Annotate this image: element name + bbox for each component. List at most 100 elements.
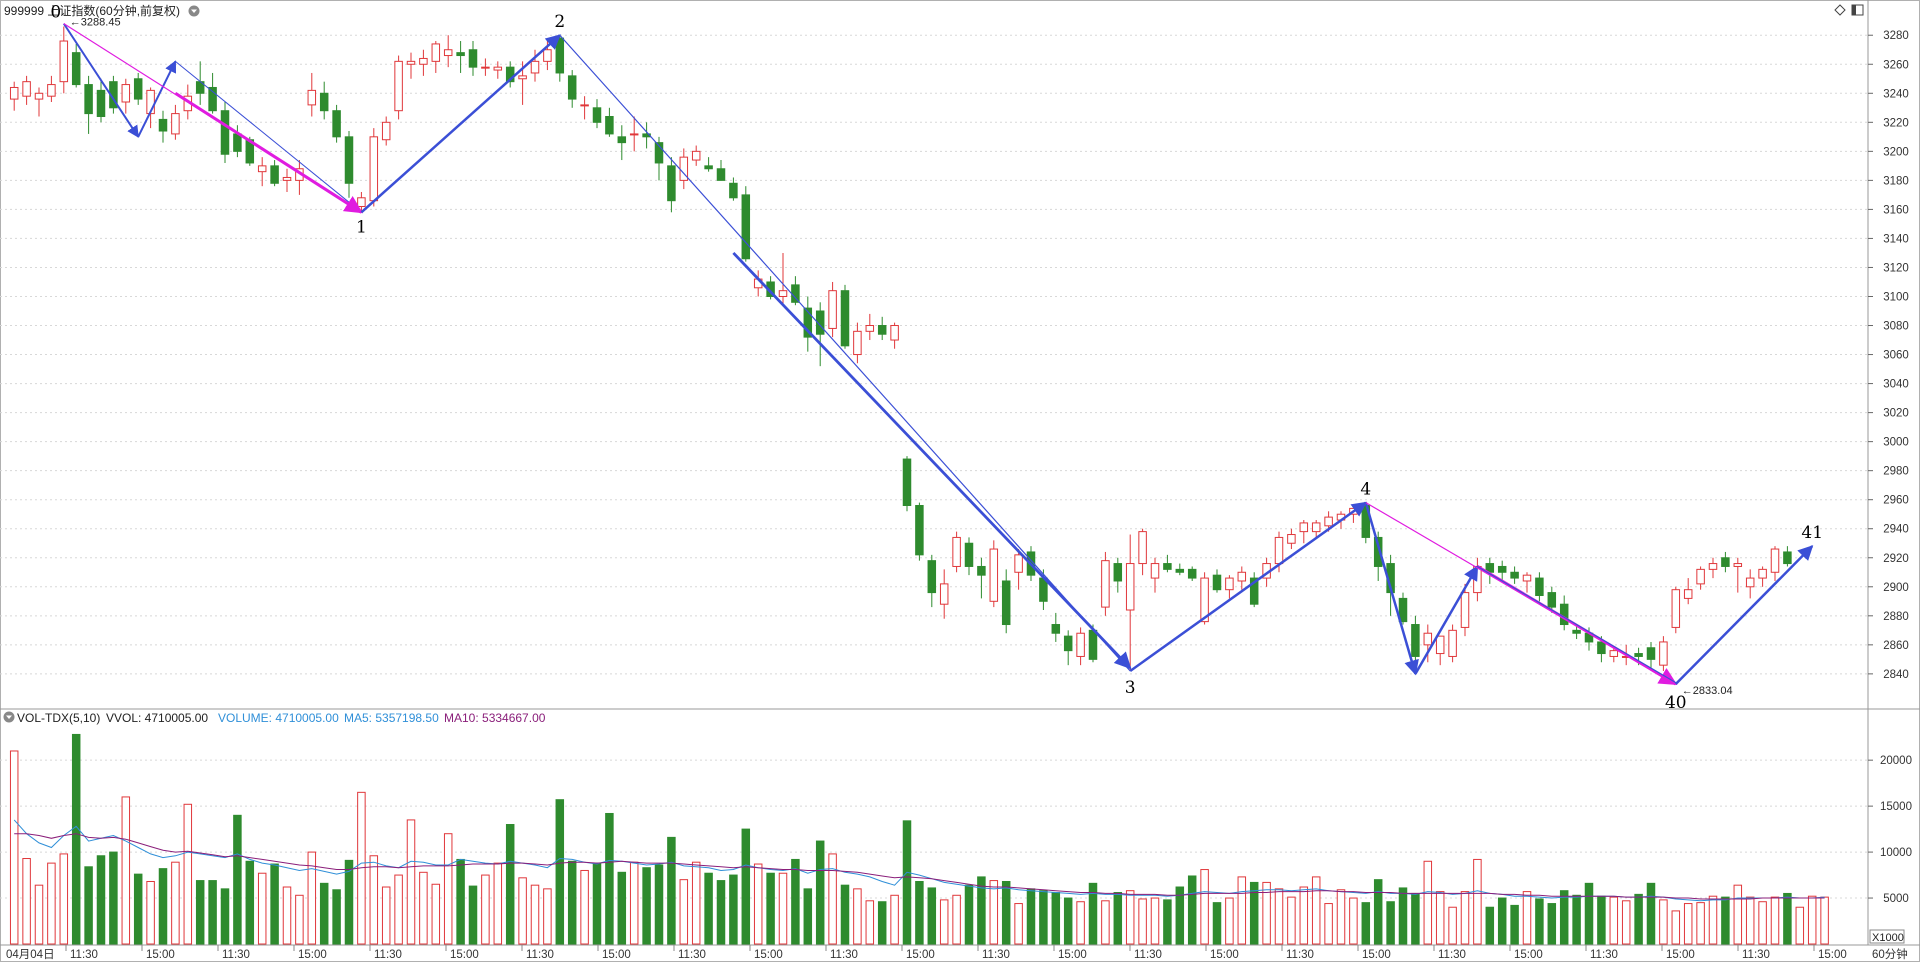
period-label[interactable]: 60分钟 [1872,947,1908,961]
time-tick-label: 15:00 [298,949,327,961]
time-tick-label: 11:30 [1590,949,1618,961]
volume-bar [133,873,143,945]
candle-up [1448,624,1457,663]
candle-body [1063,635,1073,652]
volume-bar [629,861,639,945]
volume-bar [791,858,800,945]
candle-up [1522,572,1532,593]
candle-body [691,150,701,161]
candle-body [71,52,81,86]
volume-bar [555,799,565,945]
candle-body [319,92,329,112]
candle-body [1609,650,1619,657]
candle-up [1225,575,1234,599]
candle-up [629,116,639,152]
candle-body [121,84,131,103]
panel-toggle-icon[interactable] [1851,4,1864,16]
volume-bar [1497,897,1507,945]
candle-up [282,168,292,192]
candle-down [319,81,329,120]
candle-up [1745,569,1755,599]
candle-down [456,41,465,73]
volume-bar [109,851,118,945]
volume-bar [257,872,267,945]
volume-bar [543,888,552,945]
collapse-icon[interactable] [188,5,200,17]
candle-body [629,133,639,136]
time-tick-label: 04月04日 [6,949,55,961]
volume-bar [34,884,44,945]
volume-bar [1745,896,1755,945]
volume-bar [245,860,255,945]
ma5-value: MA5: 5357198.50 [344,711,439,725]
volume-indicator-name: VOL-TDX(5,10) [17,711,100,725]
time-tick-label: 15:00 [450,949,479,961]
candle-body [468,49,478,68]
volume-collapse-icon[interactable] [3,711,15,723]
candle-up [939,569,949,619]
candle-body [431,43,441,62]
volume-bar [1659,899,1668,945]
candle-body [381,121,391,141]
candle-body [1001,580,1011,626]
volume-bar [939,899,949,945]
volume-bar [1485,906,1495,945]
candle-body [555,37,565,74]
volume-bar [853,888,862,945]
volume-bar [1510,904,1519,945]
candle-up [1683,578,1693,605]
candle-body [729,182,738,199]
wave-segment [1674,545,1814,685]
volume-bar [667,836,676,945]
volume-bar [456,858,465,945]
volume-bar [1336,889,1346,945]
candle-body [394,60,403,112]
volume-bar [282,886,292,945]
candle-body [481,66,490,69]
price-tick-label: 3220 [1883,117,1909,129]
volume-bar [530,884,540,945]
volume-bar [1535,898,1544,945]
candle-up [530,49,540,82]
candle-down [1398,592,1408,625]
candle-body [1398,597,1408,623]
volume-bar [1237,876,1247,945]
candle-body [220,110,230,155]
time-tick-label: 15:00 [906,949,935,961]
volume-bar [915,880,924,945]
price-tick-label: 3020 [1883,408,1909,420]
candle-body [1671,589,1681,628]
candle-body [282,176,292,181]
candle-body [456,52,465,57]
diamond-icon[interactable] [1834,4,1846,16]
volume-bar [1522,891,1532,945]
volume-bar [1460,891,1470,945]
candle-body [96,89,106,118]
volume-bar [840,884,850,945]
volume-bar [617,871,627,945]
volume-bar [778,872,788,945]
volume-bar [828,853,837,945]
candle-body [530,60,540,74]
candle-down [605,107,614,137]
volume-bar [1770,896,1780,945]
volume-bar [1163,899,1172,945]
time-axis: 04月04日 11:30 15:00 11:30 15:00 11:30 15:00 11:3… [6,945,1847,961]
candle-up [1125,534,1135,671]
volume-bar [208,880,217,945]
candles [9,26,1792,674]
price-tick-label: 2880 [1883,611,1909,623]
candle-up [369,128,379,207]
ma10-value: MA10: 5334667.00 [444,711,546,725]
candle-down [1163,554,1172,573]
candle-body [1113,563,1123,582]
wave-segment [1477,565,1677,684]
volume-bar [171,861,180,945]
candle-down [915,502,924,561]
candle-down [977,557,986,599]
candle-up [34,87,44,117]
time-tick-label: 11:30 [1438,949,1466,961]
candle-up [952,531,961,573]
candle-up [1770,546,1780,581]
